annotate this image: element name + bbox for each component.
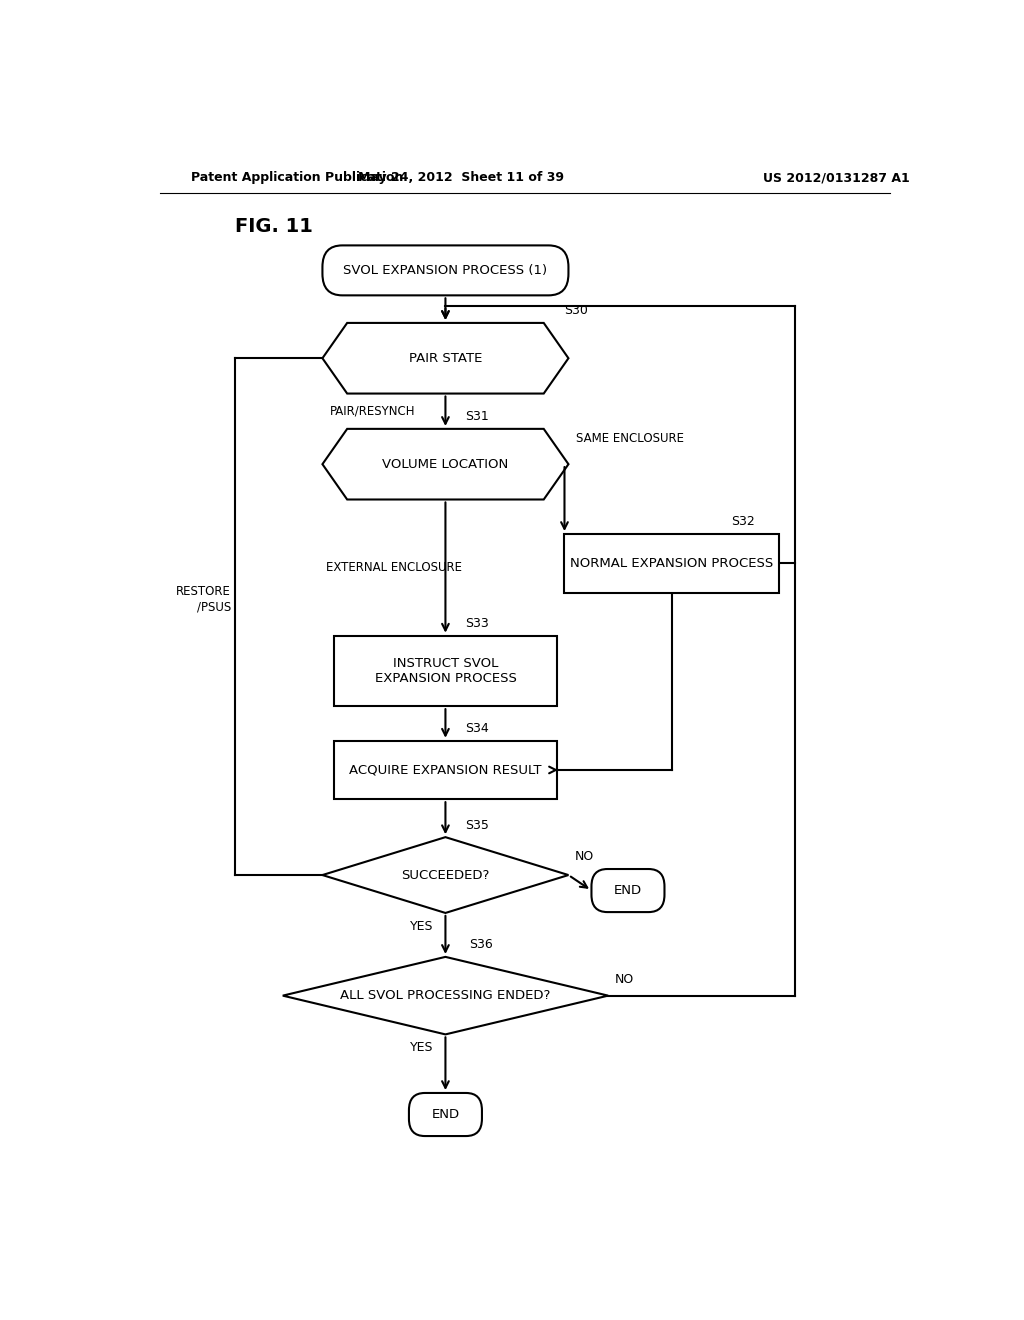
- Bar: [334, 741, 557, 799]
- Text: NO: NO: [614, 973, 634, 986]
- Text: YES: YES: [410, 1041, 433, 1055]
- Text: INSTRUCT SVOL
EXPANSION PROCESS: INSTRUCT SVOL EXPANSION PROCESS: [375, 657, 516, 685]
- Text: PAIR/RESYNCH: PAIR/RESYNCH: [331, 405, 416, 417]
- Text: Patent Application Publication: Patent Application Publication: [191, 172, 403, 185]
- Text: S36: S36: [469, 939, 493, 952]
- Text: SUCCEEDED?: SUCCEEDED?: [401, 869, 489, 882]
- Text: RESTORE
/PSUS: RESTORE /PSUS: [176, 585, 231, 614]
- Text: EXTERNAL ENCLOSURE: EXTERNAL ENCLOSURE: [327, 561, 463, 574]
- Text: PAIR STATE: PAIR STATE: [409, 351, 482, 364]
- Text: VOLUME LOCATION: VOLUME LOCATION: [382, 458, 509, 471]
- Text: S31: S31: [465, 411, 489, 424]
- Text: May 24, 2012  Sheet 11 of 39: May 24, 2012 Sheet 11 of 39: [358, 172, 564, 185]
- Text: S33: S33: [465, 616, 489, 630]
- Text: ACQUIRE EXPANSION RESULT: ACQUIRE EXPANSION RESULT: [349, 763, 542, 776]
- Text: END: END: [614, 884, 642, 898]
- Text: NO: NO: [574, 850, 594, 862]
- Text: S32: S32: [731, 515, 755, 528]
- Text: ALL SVOL PROCESSING ENDED?: ALL SVOL PROCESSING ENDED?: [340, 989, 551, 1002]
- FancyBboxPatch shape: [592, 869, 665, 912]
- Text: S35: S35: [465, 818, 489, 832]
- Text: SVOL EXPANSION PROCESS (1): SVOL EXPANSION PROCESS (1): [343, 264, 548, 277]
- Bar: [334, 636, 557, 706]
- Text: NORMAL EXPANSION PROCESS: NORMAL EXPANSION PROCESS: [570, 557, 773, 570]
- Text: YES: YES: [410, 920, 433, 933]
- Text: S30: S30: [564, 305, 589, 317]
- Polygon shape: [323, 429, 568, 499]
- Text: US 2012/0131287 A1: US 2012/0131287 A1: [763, 172, 909, 185]
- Polygon shape: [323, 837, 568, 913]
- Polygon shape: [323, 323, 568, 393]
- Text: FIG. 11: FIG. 11: [236, 216, 313, 236]
- Bar: [564, 535, 779, 593]
- FancyBboxPatch shape: [409, 1093, 482, 1137]
- FancyBboxPatch shape: [323, 246, 568, 296]
- Text: END: END: [431, 1107, 460, 1121]
- Text: SAME ENCLOSURE: SAME ENCLOSURE: [577, 432, 684, 445]
- Text: S34: S34: [465, 722, 489, 735]
- Polygon shape: [283, 957, 608, 1035]
